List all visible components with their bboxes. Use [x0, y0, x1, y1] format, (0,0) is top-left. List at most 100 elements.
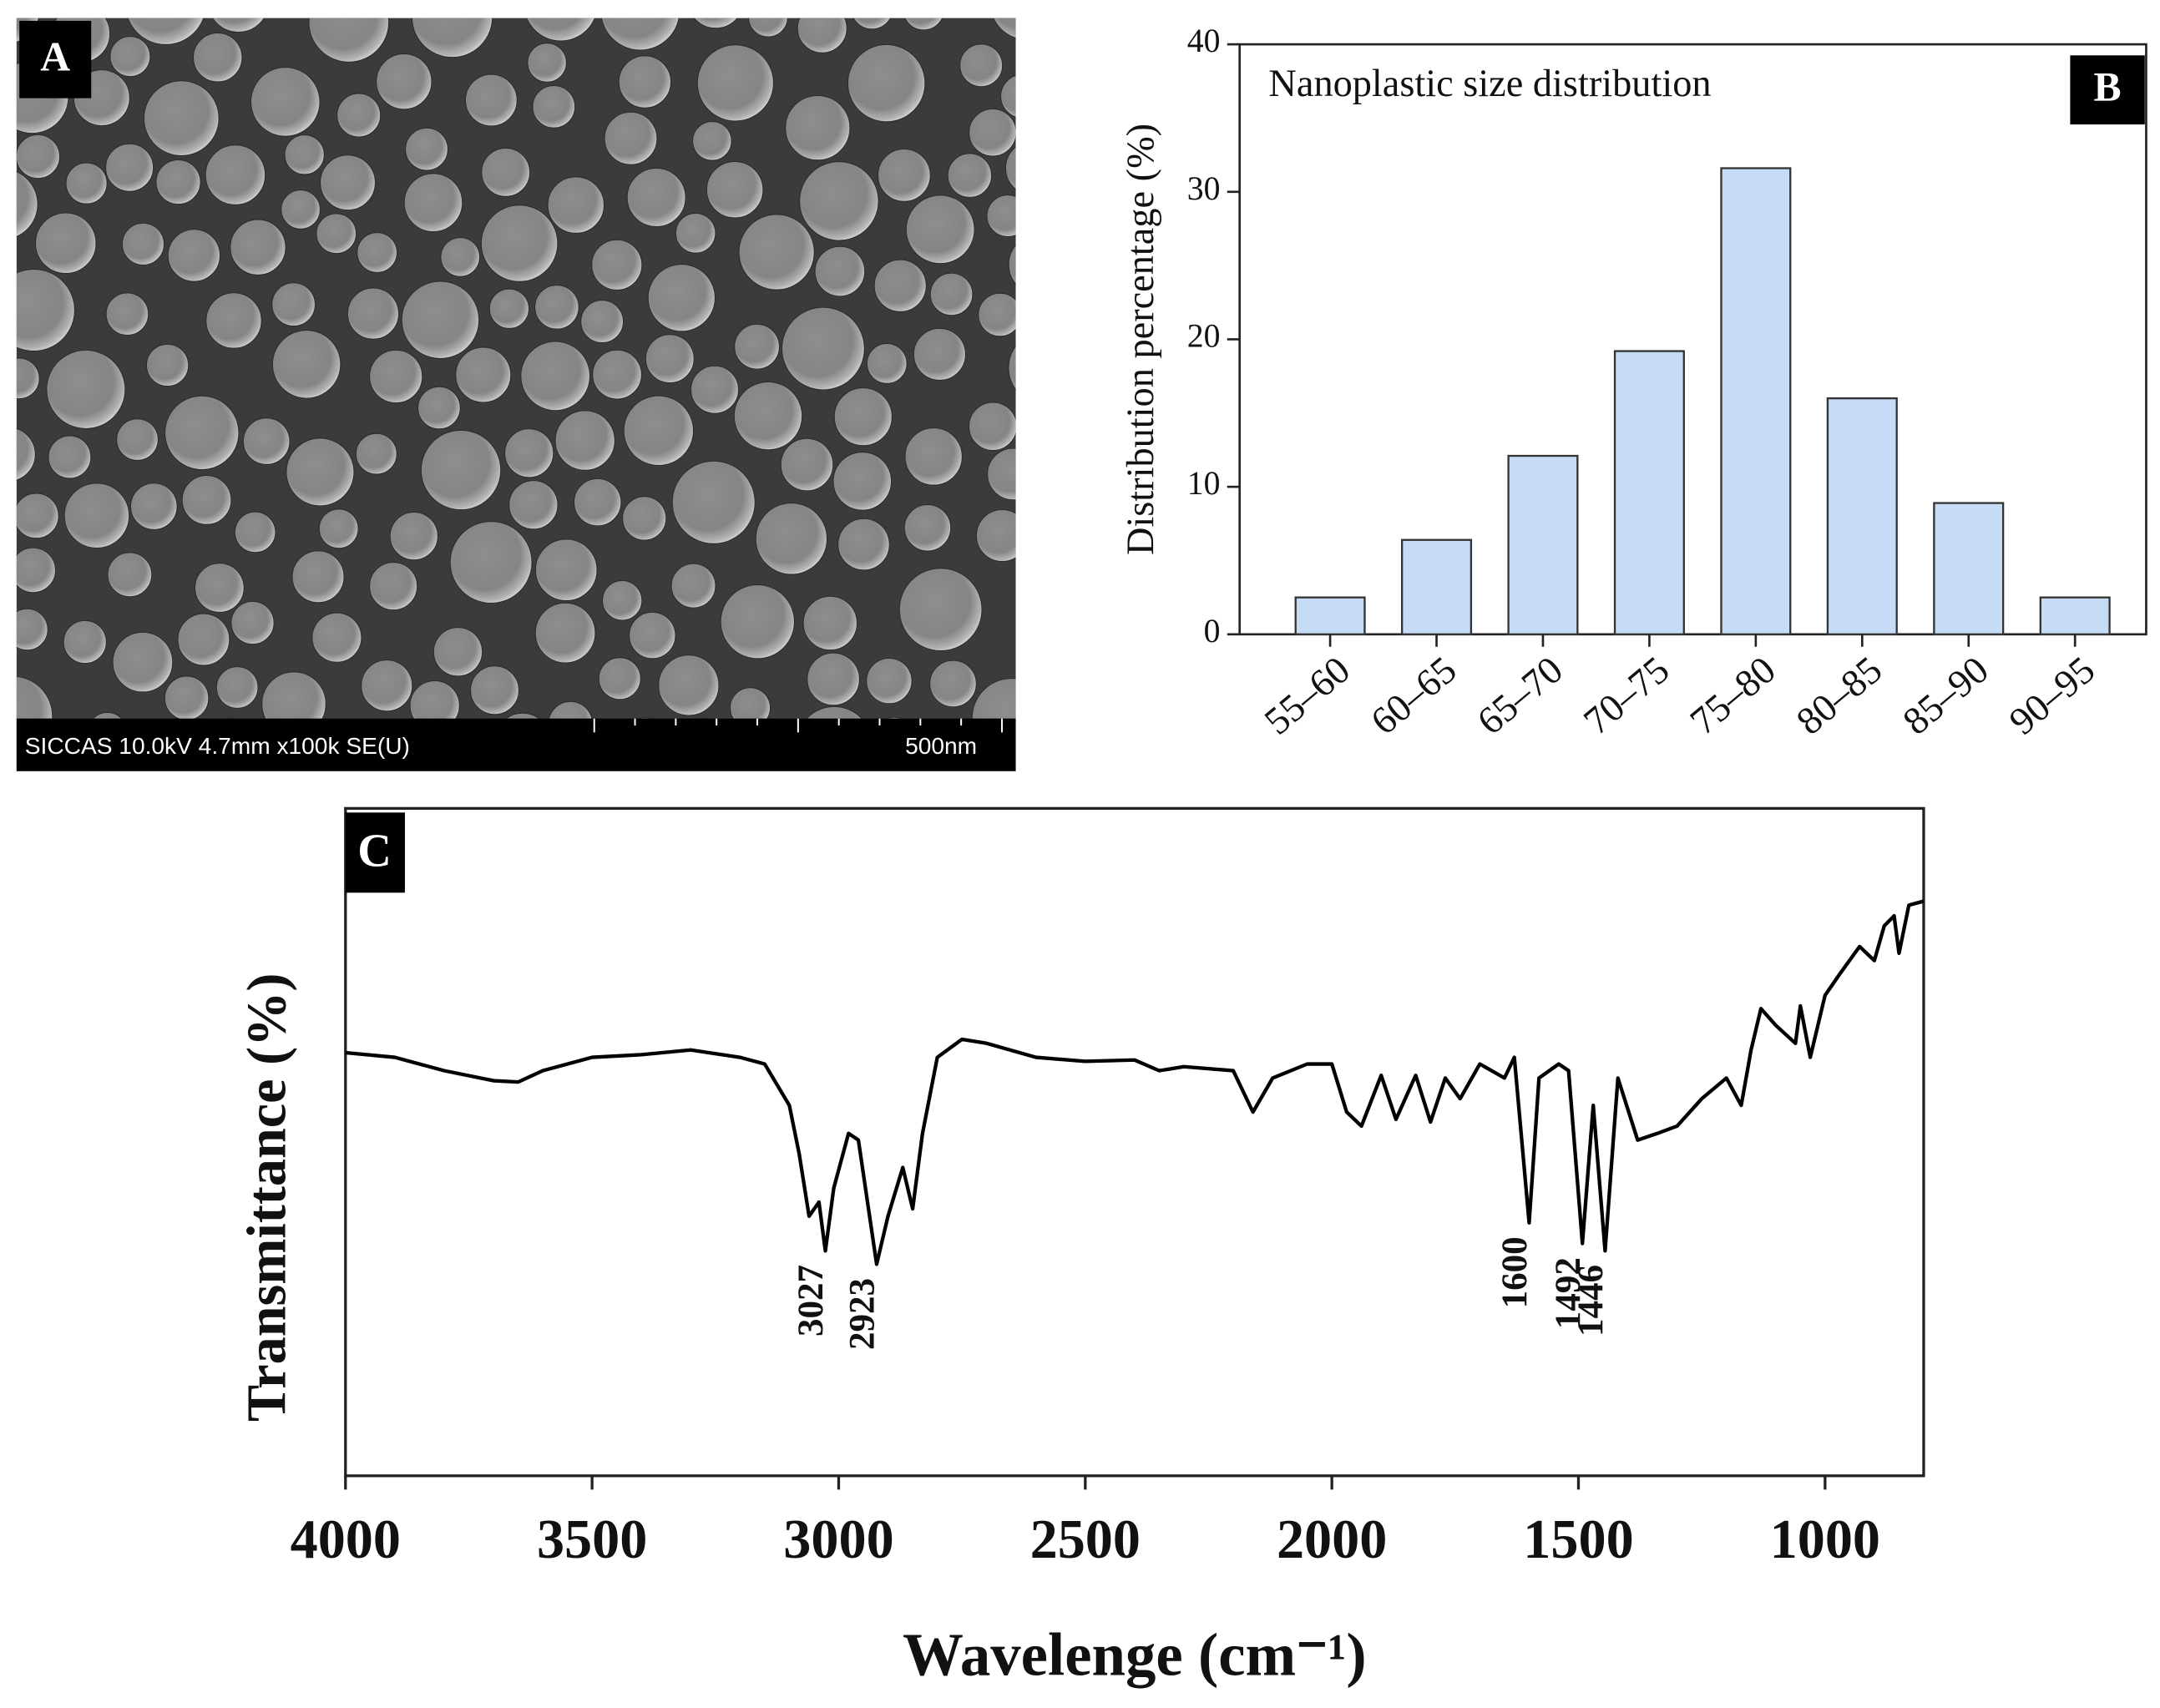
sphere — [806, 705, 862, 719]
sphere — [112, 631, 174, 693]
sphere — [409, 680, 460, 719]
sphere — [807, 652, 860, 706]
sphere — [242, 417, 291, 465]
sphere — [284, 134, 325, 175]
sphere — [993, 18, 1016, 39]
x-tick-label: 85–90 — [1895, 649, 1997, 744]
sphere — [440, 237, 481, 277]
sphere — [969, 402, 1016, 451]
sphere — [177, 613, 230, 666]
sphere — [212, 18, 265, 33]
sphere — [286, 437, 355, 507]
sphere — [63, 483, 130, 548]
x-tick-label: 2000 — [1277, 1509, 1387, 1570]
sphere — [626, 168, 686, 228]
sphere — [143, 80, 220, 156]
sem-image — [16, 18, 1016, 719]
bar — [1826, 397, 1898, 635]
sphere — [549, 700, 593, 719]
sphere — [308, 18, 390, 63]
sphere — [975, 509, 1016, 563]
sphere — [401, 280, 480, 359]
sphere — [167, 229, 221, 282]
sphere — [592, 349, 642, 400]
bar — [1933, 502, 2005, 635]
bar — [1507, 454, 1579, 635]
sphere — [971, 678, 1016, 719]
panel-label: B — [2094, 64, 2122, 110]
sphere — [905, 195, 975, 265]
peak-label: 2923 — [843, 1278, 883, 1350]
sphere — [164, 395, 240, 471]
sphere — [598, 657, 641, 700]
sphere — [785, 95, 851, 161]
sphere — [692, 121, 732, 161]
x-tick-label: 2500 — [1030, 1509, 1141, 1570]
sphere — [696, 717, 710, 719]
plot-frame — [344, 806, 1925, 1478]
sphere — [706, 161, 764, 219]
sphere — [16, 427, 36, 481]
sphere — [852, 18, 891, 30]
x-tick-label: 75–80 — [1682, 649, 1784, 744]
sphere — [755, 503, 828, 575]
x-tick-label: 3000 — [783, 1509, 893, 1570]
sphere — [780, 437, 834, 492]
spectrum-line — [345, 899, 1925, 1266]
x-tick-label: 55–60 — [1257, 649, 1358, 744]
sphere — [532, 84, 576, 129]
sphere — [16, 493, 59, 539]
sphere — [48, 435, 92, 479]
y-tick-label: 40 — [1187, 23, 1221, 59]
panel-label: A — [40, 33, 70, 79]
sphere — [1000, 74, 1016, 118]
sphere — [376, 53, 433, 110]
sphere — [690, 365, 739, 414]
bar — [2039, 596, 2111, 635]
y-tick-label: 30 — [1187, 170, 1221, 207]
sphere — [16, 134, 60, 179]
y-axis-label: Distribution percentage (%) — [1120, 124, 1162, 555]
sphere — [878, 149, 931, 202]
x-axis-label: Wavelenge (cm⁻¹) — [903, 1620, 1367, 1688]
y-tick-label: 10 — [1187, 465, 1221, 502]
sphere — [411, 18, 493, 58]
sphere — [508, 480, 559, 530]
sphere — [230, 219, 286, 275]
sphere — [347, 287, 400, 340]
bar — [1294, 596, 1366, 635]
sphere — [355, 432, 397, 475]
sphere — [1004, 146, 1016, 190]
panel-label-box — [345, 812, 405, 893]
panel-label: C — [357, 826, 392, 877]
x-tick-label: 4000 — [291, 1509, 401, 1570]
sphere — [903, 504, 952, 552]
sphere — [311, 612, 362, 663]
sphere — [986, 195, 1016, 237]
sphere — [16, 547, 56, 594]
sphere — [369, 562, 418, 611]
sphere — [318, 508, 359, 549]
sphere — [107, 552, 153, 598]
sphere — [16, 357, 40, 400]
sphere — [526, 18, 595, 42]
sphere — [16, 269, 75, 352]
sphere — [959, 43, 1004, 88]
y-tick-label: 20 — [1187, 318, 1221, 355]
panel-label-box — [2070, 55, 2145, 125]
sphere — [205, 144, 266, 205]
sphere — [65, 162, 108, 205]
sphere — [534, 538, 598, 602]
x-tick-label: 70–75 — [1576, 649, 1678, 744]
sphere — [403, 173, 463, 233]
sphere — [105, 292, 149, 336]
sphere — [573, 478, 622, 527]
sphere — [470, 665, 519, 715]
sphere — [127, 18, 205, 45]
sphere — [230, 600, 275, 645]
sphere — [658, 654, 720, 716]
sphere — [866, 343, 908, 384]
sphere — [116, 418, 159, 461]
sphere — [417, 386, 461, 430]
sphere — [814, 245, 866, 297]
